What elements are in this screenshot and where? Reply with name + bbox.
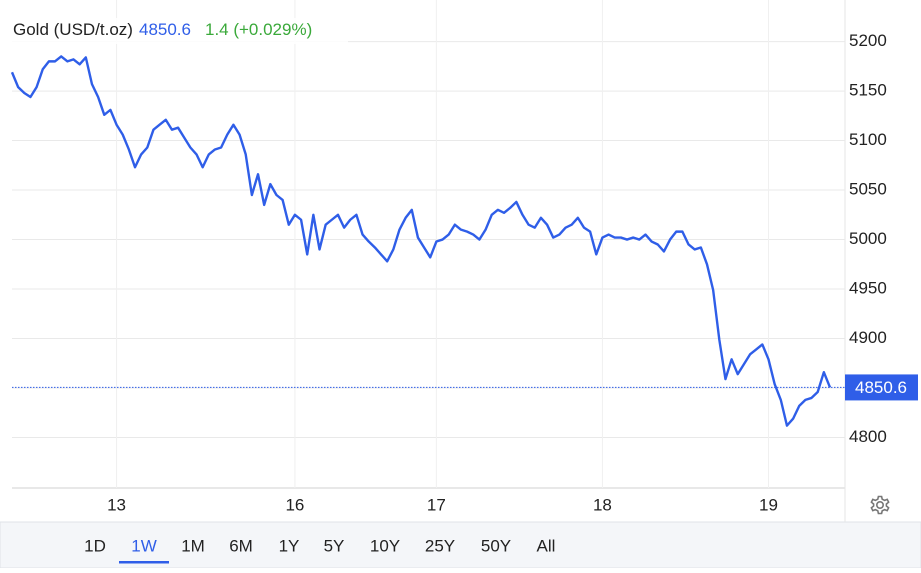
range-button[interactable]: 1Y xyxy=(279,536,300,555)
x-tick-label: 16 xyxy=(285,495,304,514)
y-tick-label: 5100 xyxy=(849,130,887,149)
x-tick-label: 17 xyxy=(427,495,446,514)
y-tick-label: 5000 xyxy=(849,229,887,248)
y-tick-label: 4800 xyxy=(849,427,887,446)
last-value-label: 4850.6 xyxy=(855,378,907,397)
x-tick-label: 13 xyxy=(107,495,126,514)
range-bar xyxy=(0,521,921,569)
x-tick-label: 19 xyxy=(759,495,778,514)
y-tick-label: 5200 xyxy=(849,31,887,50)
settings-icon[interactable] xyxy=(870,495,890,515)
header-change: 1.4 (+0.029%) xyxy=(205,20,312,39)
range-button[interactable]: 50Y xyxy=(481,536,511,555)
range-button[interactable]: 10Y xyxy=(370,536,400,555)
range-button[interactable]: 1D xyxy=(84,536,106,555)
y-tick-label: 5050 xyxy=(849,180,887,199)
header-bg xyxy=(8,18,348,44)
last-value-tag xyxy=(845,374,918,401)
range-button[interactable]: All xyxy=(537,536,556,555)
x-tick-label: 18 xyxy=(593,495,612,514)
y-tick-label: 4900 xyxy=(849,328,887,347)
header: Gold (USD/t.oz) 4850.6 1.4 (+0.029%) xyxy=(13,20,312,39)
range-button[interactable]: 6M xyxy=(229,536,253,555)
range-underline xyxy=(119,561,169,564)
range-button[interactable]: 1M xyxy=(181,536,205,555)
range-button[interactable]: 1W xyxy=(131,536,157,555)
y-tick-label: 5150 xyxy=(849,81,887,100)
range-button[interactable]: 5Y xyxy=(324,536,345,555)
price-line xyxy=(10,55,832,427)
header-price: 4850.6 xyxy=(139,20,191,39)
title: Gold (USD/t.oz) xyxy=(13,20,133,39)
y-tick-label: 4950 xyxy=(849,279,887,298)
range-button[interactable]: 25Y xyxy=(425,536,455,555)
